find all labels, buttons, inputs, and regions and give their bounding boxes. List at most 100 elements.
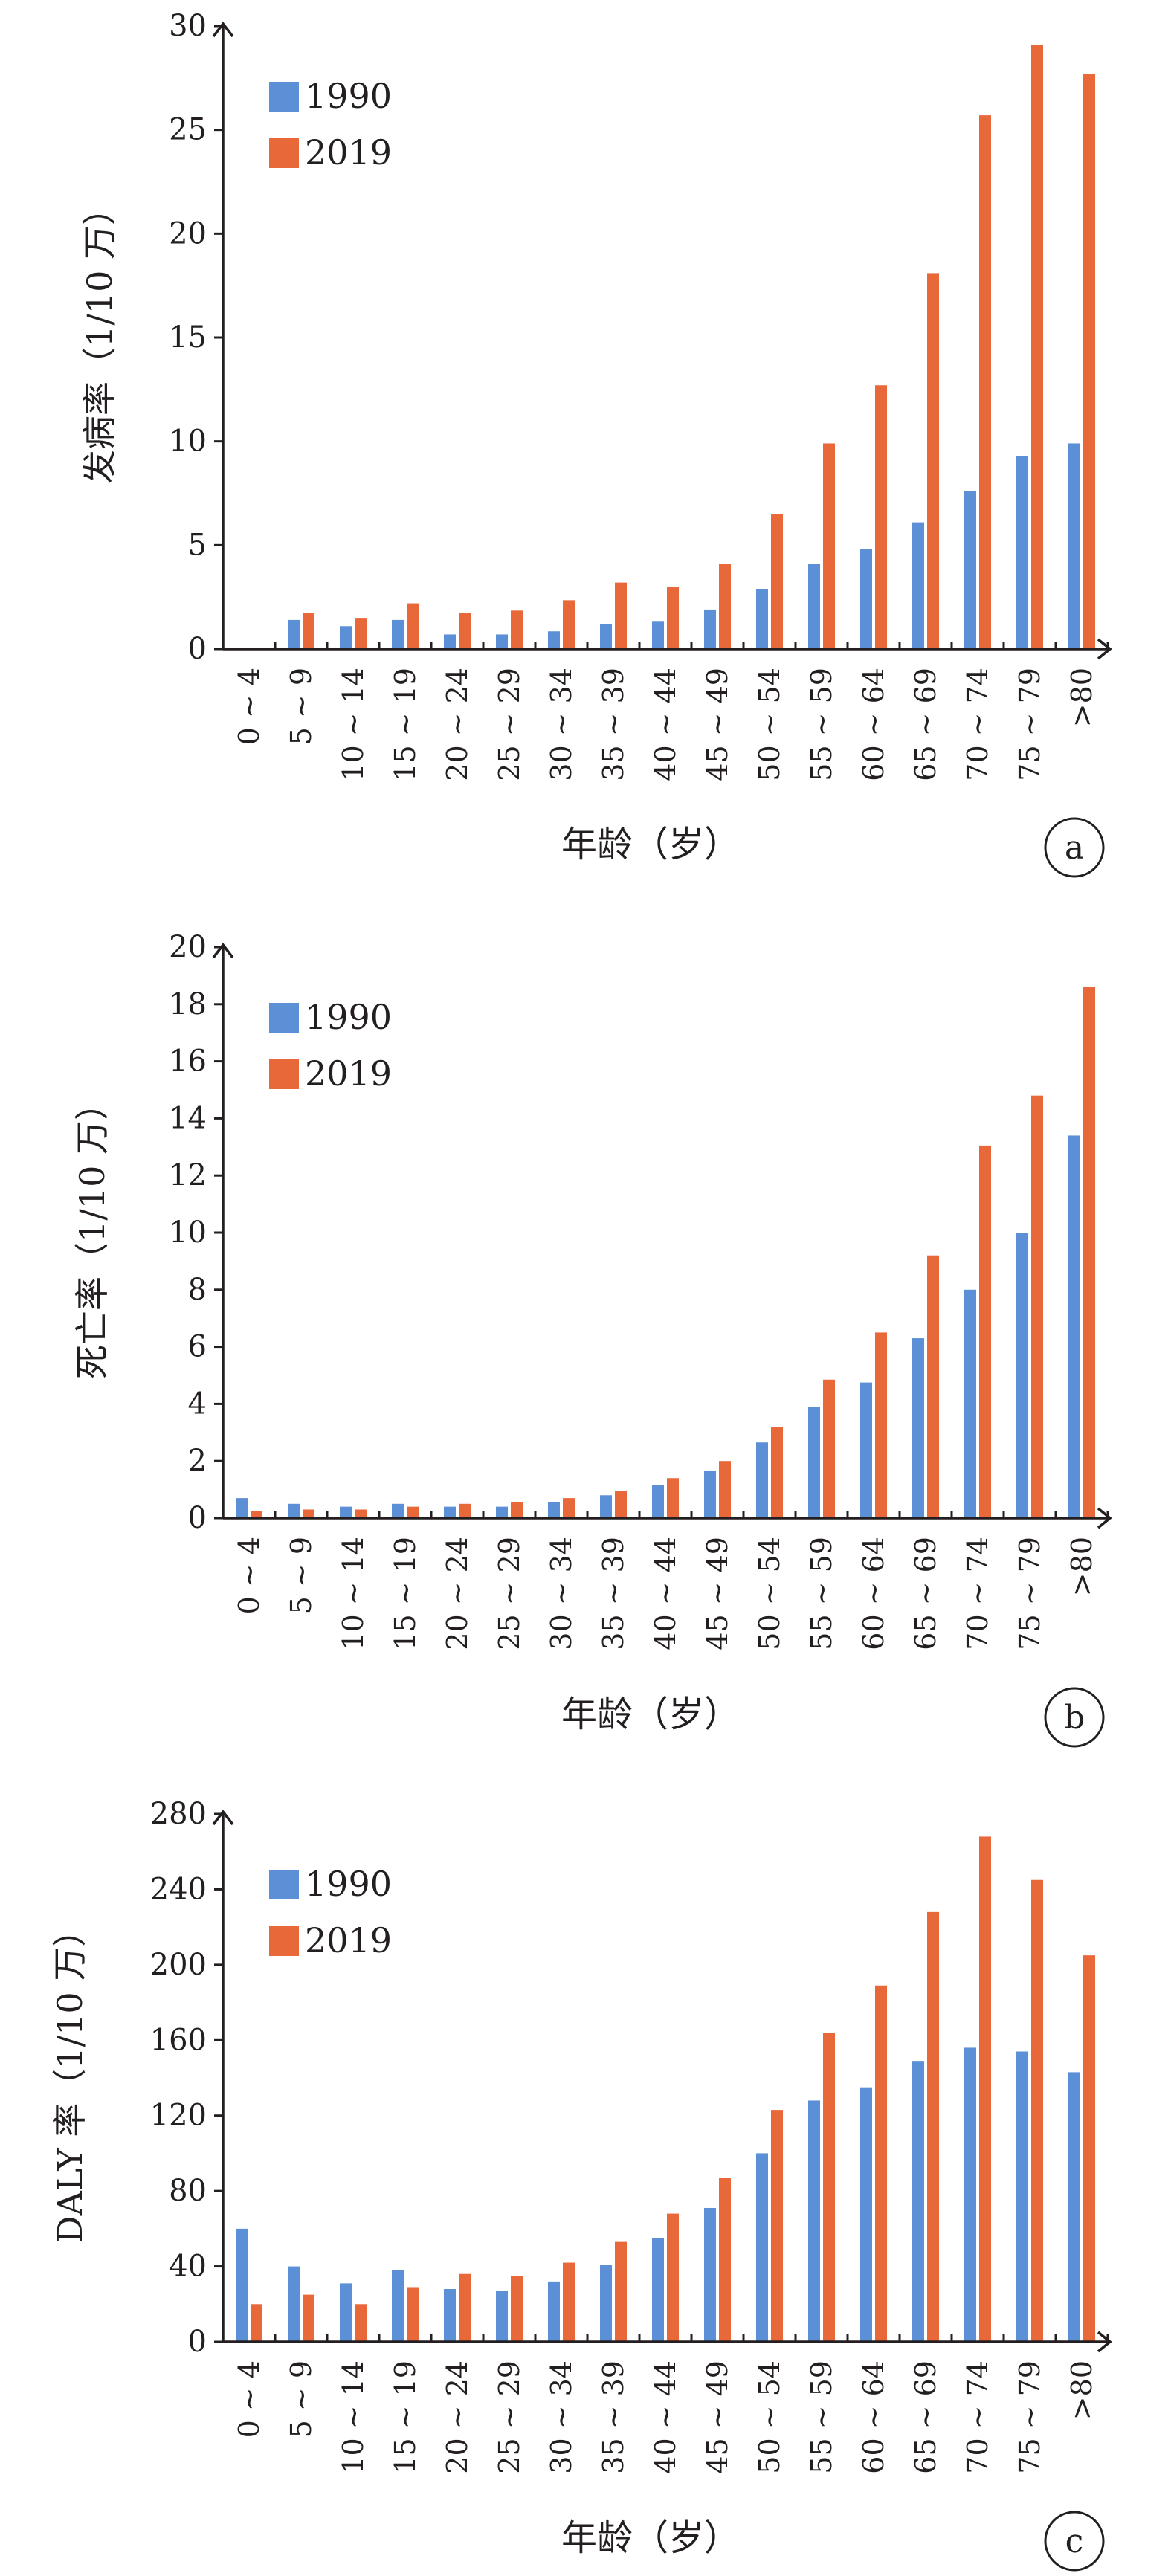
bar-2019-13 [927, 273, 939, 649]
x-tick-label: 75 ~ 79 [1013, 668, 1046, 781]
bar-1990-7 [600, 624, 612, 649]
x-tick-label: 55 ~ 59 [805, 2360, 838, 2474]
x-tick-label: 60 ~ 64 [857, 668, 890, 781]
x-tick-label: 35 ~ 39 [597, 668, 630, 781]
bar-1990-7 [600, 2265, 612, 2342]
bar-1990-0 [236, 1498, 248, 1518]
bar-1990-1 [288, 1503, 300, 1518]
panel-label: b [1064, 1699, 1085, 1737]
bar-1990-5 [496, 2291, 508, 2342]
y-tick-label: 18 [169, 987, 207, 1021]
y-tick-label: 200 [150, 1948, 207, 1982]
x-tick-label: 55 ~ 59 [805, 1537, 838, 1650]
panel-label: a [1065, 829, 1084, 867]
x-tick-label: 75 ~ 79 [1013, 2360, 1046, 2474]
y-tick-label: 10 [169, 1216, 207, 1250]
y-tick-label: 16 [169, 1045, 207, 1079]
bar-1990-16 [1068, 443, 1080, 649]
x-tick-label: 0 ~ 4 [233, 2360, 265, 2438]
x-tick-label: 15 ~ 19 [389, 668, 422, 781]
bar-1990-13 [912, 522, 924, 649]
legend-label-1990: 1990 [305, 997, 392, 1037]
bar-2019-11 [823, 443, 835, 649]
x-tick-label: 10 ~ 14 [337, 2360, 370, 2474]
bar-1990-9 [704, 609, 716, 649]
x-axis-arrow [1097, 638, 1112, 660]
x-tick-label: 10 ~ 14 [337, 668, 370, 781]
x-tick-label: 5 ~ 9 [285, 668, 317, 745]
x-tick-label: 65 ~ 69 [909, 1537, 942, 1650]
x-tick-label: 25 ~ 29 [493, 1537, 526, 1650]
legend-swatch-1990 [269, 1870, 299, 1899]
bar-2019-5 [511, 1502, 523, 1518]
bar-2019-16 [1083, 1955, 1095, 2342]
y-tick-label: 30 [169, 9, 207, 43]
bar-2019-13 [927, 1911, 939, 2342]
x-tick-label: 40 ~ 44 [649, 668, 682, 781]
x-tick-label: 10 ~ 14 [337, 1537, 370, 1650]
bar-2019-9 [719, 2178, 731, 2342]
bar-1990-2 [340, 2283, 352, 2342]
y-tick-label: 25 [169, 113, 207, 147]
legend-swatch-2019 [269, 1926, 299, 1956]
bar-2019-14 [979, 1836, 991, 2342]
bar-1990-0 [236, 2228, 248, 2342]
y-tick-label: 280 [150, 1797, 207, 1831]
bar-2019-4 [459, 1503, 471, 1518]
y-tick-label: 0 [188, 1501, 207, 1535]
y-tick-label: 160 [150, 2023, 207, 2057]
x-tick-label: 65 ~ 69 [909, 668, 942, 781]
bar-2019-1 [303, 2294, 314, 2342]
bar-2019-8 [667, 587, 679, 649]
chart-panel-b: 0 2 4 6 8 10 12 14 16 18 20 0 ~ 4 5 ~ 9 10 ~ 14 15 ~ 1… [72, 930, 1112, 1748]
y-tick-label: 12 [169, 1158, 207, 1192]
bar-2019-4 [459, 2273, 471, 2342]
bar-1990-12 [860, 2087, 872, 2342]
bar-1990-5 [496, 634, 508, 649]
x-tick-label: 70 ~ 74 [961, 1537, 994, 1650]
bar-2019-14 [979, 115, 991, 649]
bar-2019-2 [355, 618, 367, 649]
bar-2019-2 [355, 2304, 367, 2342]
y-axis-arrow [212, 943, 234, 959]
y-tick-label: 14 [169, 1101, 207, 1135]
x-tick-label: 50 ~ 54 [753, 668, 786, 781]
bar-2019-0 [251, 1511, 262, 1518]
panel-label-circle [1044, 1687, 1105, 1748]
x-axis-label: 年龄（岁） [561, 1694, 740, 1735]
x-tick-label: 55 ~ 59 [805, 668, 838, 781]
y-tick-label: 8 [188, 1273, 207, 1307]
y-axis-label: DALY 率（1/10 万） [50, 1913, 90, 2244]
panel-label: c [1065, 2522, 1084, 2560]
x-tick-label: 75 ~ 79 [1013, 1537, 1046, 1650]
x-tick-label: 60 ~ 64 [857, 1537, 890, 1650]
x-tick-label: 40 ~ 44 [649, 1537, 682, 1650]
legend-swatch-1990 [269, 82, 299, 112]
bar-1990-8 [652, 1485, 664, 1518]
bar-1990-11 [808, 1407, 820, 1518]
x-tick-label: 30 ~ 34 [545, 1537, 578, 1650]
y-tick-label: 10 [169, 425, 207, 459]
x-tick-label: >80 [1065, 1537, 1098, 1596]
bar-2019-3 [407, 1506, 419, 1518]
bar-1990-12 [860, 549, 872, 649]
bar-1990-11 [808, 2100, 820, 2342]
bar-1990-6 [548, 631, 560, 649]
bar-2019-15 [1031, 45, 1043, 649]
bar-1990-10 [756, 1442, 768, 1518]
x-tick-label: 65 ~ 69 [909, 2360, 942, 2474]
bar-2019-2 [355, 1509, 367, 1518]
chart-panel-a: 0 5 10 15 20 25 30 0 ~ 4 5 ~ 9 10 ~ 14 15 ~ 19 20 ~… [80, 9, 1112, 878]
bar-2019-3 [407, 2287, 419, 2342]
x-tick-label: 5 ~ 9 [285, 2360, 317, 2438]
bar-2019-16 [1083, 74, 1095, 650]
bar-2019-7 [615, 1491, 627, 1518]
x-tick-label: >80 [1065, 2360, 1098, 2420]
bar-1990-4 [444, 634, 456, 649]
y-axis-label: 发病率（1/10 万） [80, 191, 120, 484]
x-tick-label: >80 [1065, 668, 1098, 727]
y-axis-arrow [212, 22, 234, 38]
bar-1990-8 [652, 621, 664, 649]
bar-1990-12 [860, 1382, 872, 1518]
